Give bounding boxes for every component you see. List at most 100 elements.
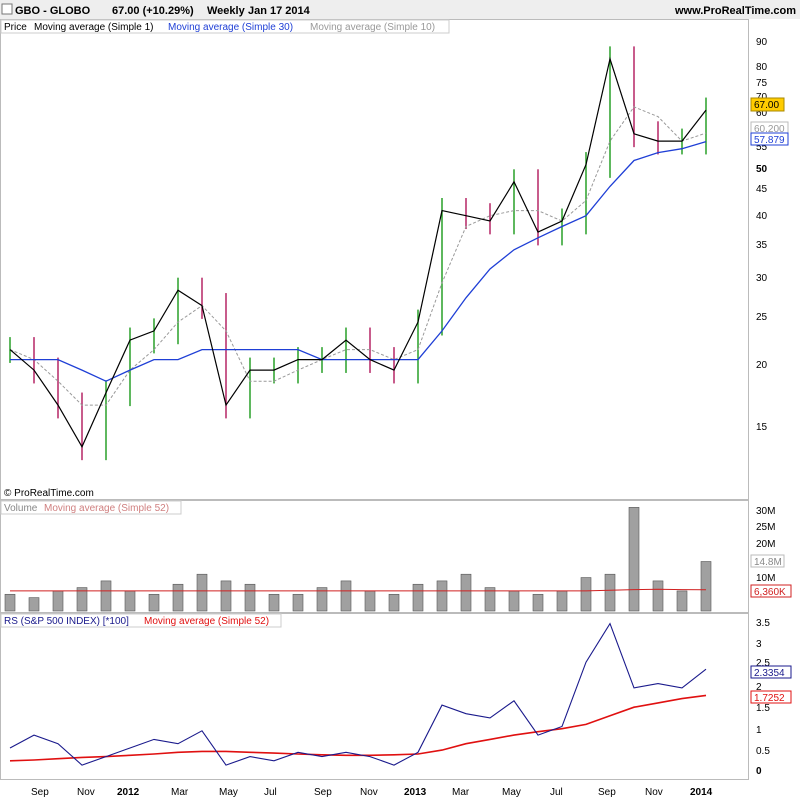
x-tick: May xyxy=(502,787,521,798)
legend-ma30[interactable]: Moving average (Simple 30) xyxy=(168,22,293,33)
volume-bar xyxy=(508,590,520,612)
legend-ma10[interactable]: Moving average (Simple 10) xyxy=(310,22,435,33)
ma30-line xyxy=(10,140,707,382)
volume-bar xyxy=(340,580,352,612)
volume-bar xyxy=(124,590,136,612)
volume-bar xyxy=(316,587,328,612)
volume-bar xyxy=(532,593,544,612)
legend-ma1[interactable]: Moving average (Simple 1) xyxy=(34,22,154,33)
x-tick: Sep xyxy=(598,787,616,798)
price-badges: 67.00 60.200 57.879 xyxy=(750,97,789,146)
volume-bar xyxy=(436,580,448,612)
header-quote: 67.00 (+10.29%) xyxy=(112,5,194,17)
volume-y-axis: 30M 25M 20M 10M xyxy=(756,506,775,584)
header-site: www.ProRealTime.com xyxy=(674,5,796,17)
x-tick: Sep xyxy=(314,787,332,798)
price-tick: 45 xyxy=(756,184,768,195)
legend-rs-ma[interactable]: Moving average (Simple 52) xyxy=(144,616,269,627)
rs-badges: 2.3354 1.7252 xyxy=(750,665,792,704)
ma10-badge: 60.200 xyxy=(754,124,785,135)
volume-layer xyxy=(4,507,712,612)
volume-legend: Volume Moving average (Simple 52) xyxy=(0,500,182,515)
volume-bar xyxy=(148,593,160,612)
x-tick: 2013 xyxy=(404,787,427,798)
rs-tick: 0.5 xyxy=(756,746,770,757)
price-legend: Price Moving average (Simple 1) Moving a… xyxy=(0,19,450,34)
header-symbol: GBO - GLOBO xyxy=(15,5,91,17)
volume-bar xyxy=(700,561,712,612)
volume-bar xyxy=(460,573,472,612)
volume-bar xyxy=(412,583,424,612)
price-tick: 50 xyxy=(756,164,768,175)
x-tick: 2014 xyxy=(690,787,713,798)
legend-volume[interactable]: Volume xyxy=(4,503,38,514)
rs-tick: 3 xyxy=(756,639,762,650)
rs-layer xyxy=(9,622,707,766)
volume-tick: 25M xyxy=(756,522,775,533)
volume-bar xyxy=(196,573,208,612)
header-period: Weekly xyxy=(207,5,246,17)
rs-tick: 2 xyxy=(756,682,762,693)
x-tick: Jul xyxy=(550,787,563,798)
volume-badges: 14.8M 6,360K xyxy=(750,554,792,598)
collapse-box-icon[interactable] xyxy=(1,3,13,15)
x-tick: Mar xyxy=(171,787,189,798)
x-tick: Sep xyxy=(31,787,49,798)
volume-bar xyxy=(388,593,400,612)
x-tick: 2012 xyxy=(117,787,140,798)
price-tick: 20 xyxy=(756,360,768,371)
price-tick: 40 xyxy=(756,211,768,222)
header-date: Jan 17 2014 xyxy=(248,5,311,17)
rs-tick: 0 xyxy=(756,766,762,777)
volume-bar xyxy=(172,583,184,612)
volume-bar xyxy=(556,590,568,612)
ma30-badge: 57.879 xyxy=(754,135,785,146)
price-y-axis: 90 80 75 70 60 55 50 45 40 35 30 25 20 1… xyxy=(756,37,768,433)
volume-bar xyxy=(364,590,376,612)
price-tick: 80 xyxy=(756,62,768,73)
price-layer xyxy=(9,46,707,461)
volume-bar xyxy=(628,507,640,612)
volume-bar xyxy=(220,580,232,612)
volume-tick: 10M xyxy=(756,573,775,584)
ma1-line xyxy=(9,56,707,449)
legend-price[interactable]: Price xyxy=(4,22,27,33)
price-tick: 60 xyxy=(756,108,768,119)
volume-bar xyxy=(244,583,256,612)
volume-tick: 30M xyxy=(756,506,775,517)
volume-bar xyxy=(52,590,64,612)
volume-bar xyxy=(652,580,664,612)
x-tick: Nov xyxy=(77,787,95,798)
x-axis: Sep Nov 2012 Mar May Jul Sep Nov 2013 Ma… xyxy=(31,787,713,798)
rs-ma-badge: 1.7252 xyxy=(754,693,785,704)
volume-bar xyxy=(580,577,592,612)
price-panel xyxy=(0,19,749,500)
rs-tick: 1.5 xyxy=(756,703,770,714)
x-tick: Nov xyxy=(360,787,378,798)
rs-legend: RS (S&P 500 INDEX) [*100] Moving average… xyxy=(0,613,282,628)
price-tick: 90 xyxy=(756,37,768,48)
volume-bar xyxy=(676,590,688,612)
volume-bar xyxy=(100,580,112,612)
volume-ma-line xyxy=(10,588,707,592)
volume-ma-badge: 6,360K xyxy=(754,587,786,598)
rs-ma-line xyxy=(9,694,707,762)
legend-vol-ma[interactable]: Moving average (Simple 52) xyxy=(44,503,169,514)
rs-line xyxy=(9,622,707,766)
volume-bar xyxy=(76,587,88,612)
last-price-badge: 67.00 xyxy=(754,100,779,111)
header-bar xyxy=(0,0,800,19)
x-tick: Mar xyxy=(452,787,470,798)
volume-last-badge: 14.8M xyxy=(754,557,782,568)
x-tick: May xyxy=(219,787,238,798)
volume-tick: 20M xyxy=(756,539,775,550)
volume-bar xyxy=(28,597,40,612)
rs-tick: 1 xyxy=(756,725,762,736)
legend-rs[interactable]: RS (S&P 500 INDEX) [*100] xyxy=(4,616,129,627)
volume-bar xyxy=(292,593,304,612)
x-tick: Jul xyxy=(264,787,277,798)
rs-panel xyxy=(0,613,749,780)
volume-bar xyxy=(484,587,496,612)
